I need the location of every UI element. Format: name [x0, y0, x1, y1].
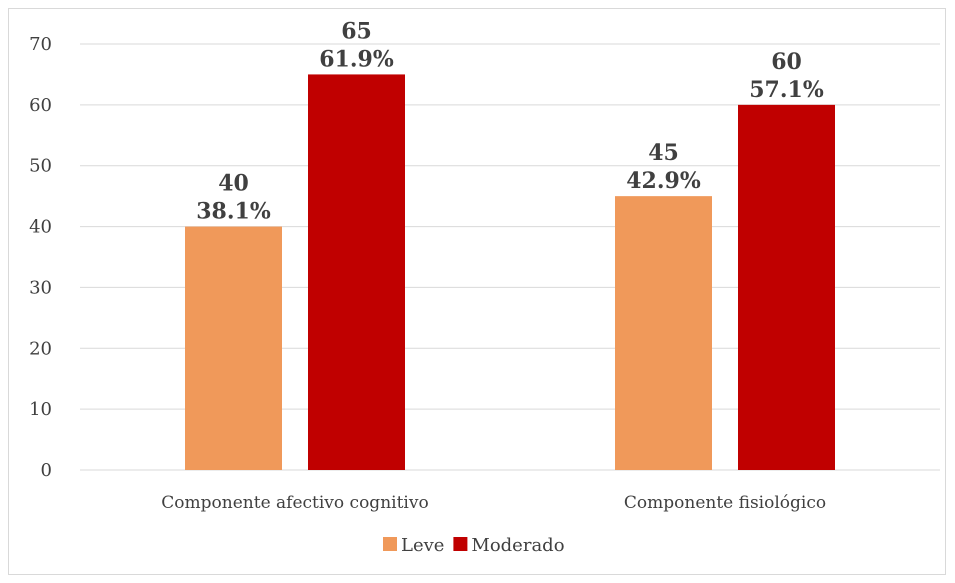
bar-leve-0	[185, 226, 282, 470]
x-category-label: Componente fisiológico	[624, 493, 826, 513]
legend-swatch-leve	[383, 537, 397, 551]
legend-label-moderado: Moderado	[471, 535, 564, 556]
y-tick-label-10: 10	[29, 399, 52, 420]
bars	[185, 74, 835, 470]
y-tick-label-30: 30	[29, 277, 52, 298]
x-category-label: Componente afectivo cognitivo	[161, 493, 428, 513]
legend-swatch-moderado	[453, 537, 468, 551]
legend-label-leve: Leve	[401, 535, 444, 556]
bar-leve-1	[615, 196, 712, 470]
data-label-percent: 61.9%	[319, 46, 394, 72]
data-label-percent: 38.1%	[196, 199, 271, 225]
legend: Leve Moderado	[383, 535, 565, 556]
data-label-percent: 42.9%	[626, 168, 701, 194]
bar-moderado-1	[738, 104, 835, 470]
y-tick-label-0: 0	[41, 460, 52, 481]
data-label-value: 65	[341, 18, 372, 44]
data-label-percent: 57.1%	[749, 77, 824, 103]
y-axis-tick-labels: 0 10 20 30 40 50 60 70	[29, 34, 52, 481]
y-tick-label-20: 20	[29, 338, 52, 359]
y-tick-label-60: 60	[29, 95, 52, 116]
data-label-value: 60	[771, 49, 802, 75]
y-tick-label-50: 50	[29, 156, 52, 177]
bar-moderado-0	[308, 74, 405, 470]
data-label-value: 45	[648, 140, 679, 166]
x-axis-category-labels: Componente afectivo cognitivo Componente …	[161, 493, 826, 513]
y-tick-label-70: 70	[29, 34, 52, 55]
data-label-value: 40	[218, 171, 249, 197]
y-tick-label-40: 40	[29, 217, 52, 238]
